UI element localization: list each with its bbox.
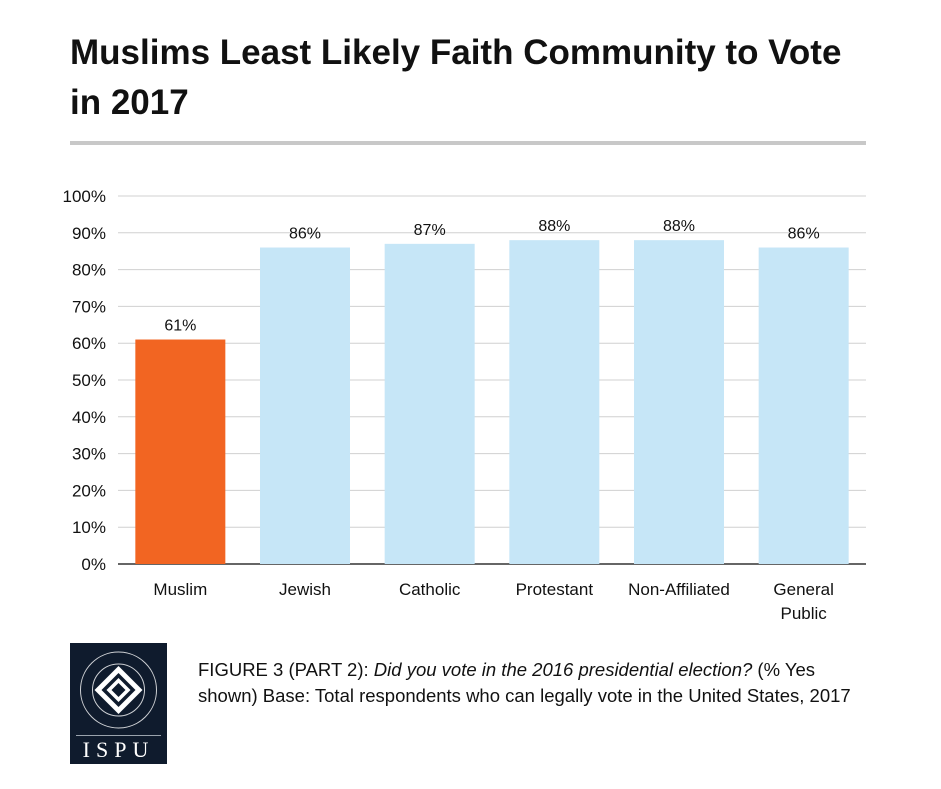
x-tick-label: Non-Affiliated <box>628 580 730 599</box>
bar-protestant <box>509 240 600 564</box>
chart-title: Muslims Least Likely Faith Community to … <box>70 33 842 122</box>
data-label: 87% <box>414 222 446 239</box>
data-labels: 61% 86% 87% 88% 88% 86% <box>164 218 819 334</box>
caption-question: Did you vote in the 2016 presidential el… <box>373 659 753 680</box>
y-tick-label: 20% <box>72 481 106 500</box>
caption-base: (% Yes shown) Base: Total respondents wh… <box>198 659 851 706</box>
bar-general-public <box>758 247 849 564</box>
figure-caption: FIGURE 3 (PART 2): Did you vote in the 2… <box>198 659 851 706</box>
data-label: 86% <box>788 226 820 243</box>
y-tick-label: 60% <box>72 334 106 353</box>
y-tick-label: 90% <box>72 224 106 243</box>
x-tick-label: Jewish <box>279 580 331 599</box>
caption-figure-label: FIGURE 3 (PART 2) <box>198 659 364 680</box>
y-tick-label: 100% <box>63 187 106 206</box>
x-tick-label: Protestant <box>516 580 594 599</box>
data-label: 86% <box>289 226 321 243</box>
diamond-logo-icon <box>80 651 157 729</box>
bars <box>135 240 849 564</box>
y-tick-label: 10% <box>72 518 106 537</box>
x-tick-label: Muslim <box>153 580 207 599</box>
bar-chart: 0% 10% 20% 30% 40% 50% 60% 70% 80% 90% 100% 61% 86%… <box>63 187 866 623</box>
y-axis-ticks: 0% 10% 20% 30% 40% 50% 60% 70% 80% 90% 100% <box>63 187 106 574</box>
bar-muslim <box>135 339 226 564</box>
gridlines <box>118 195 866 565</box>
y-tick-label: 70% <box>72 297 106 316</box>
data-label: 88% <box>538 218 570 235</box>
bar-non-affiliated <box>634 240 724 564</box>
ispu-logo: ISPU <box>70 643 167 764</box>
title-divider <box>70 141 866 145</box>
y-tick-label: 50% <box>72 371 106 390</box>
data-label: 61% <box>164 318 196 335</box>
y-tick-label: 30% <box>72 445 106 464</box>
x-tick-label: General Public <box>773 580 833 623</box>
x-tick-label: Catholic <box>399 580 461 599</box>
y-tick-label: 80% <box>72 261 106 280</box>
logo-wordmark: ISPU <box>82 737 155 762</box>
y-tick-label: 40% <box>72 408 106 427</box>
x-axis-ticks: Muslim Jewish Catholic Protestant Non-Affili… <box>153 580 833 623</box>
data-label: 88% <box>663 218 695 235</box>
bar-catholic <box>384 243 475 564</box>
y-tick-label: 0% <box>81 555 106 574</box>
bar-jewish <box>260 247 350 564</box>
